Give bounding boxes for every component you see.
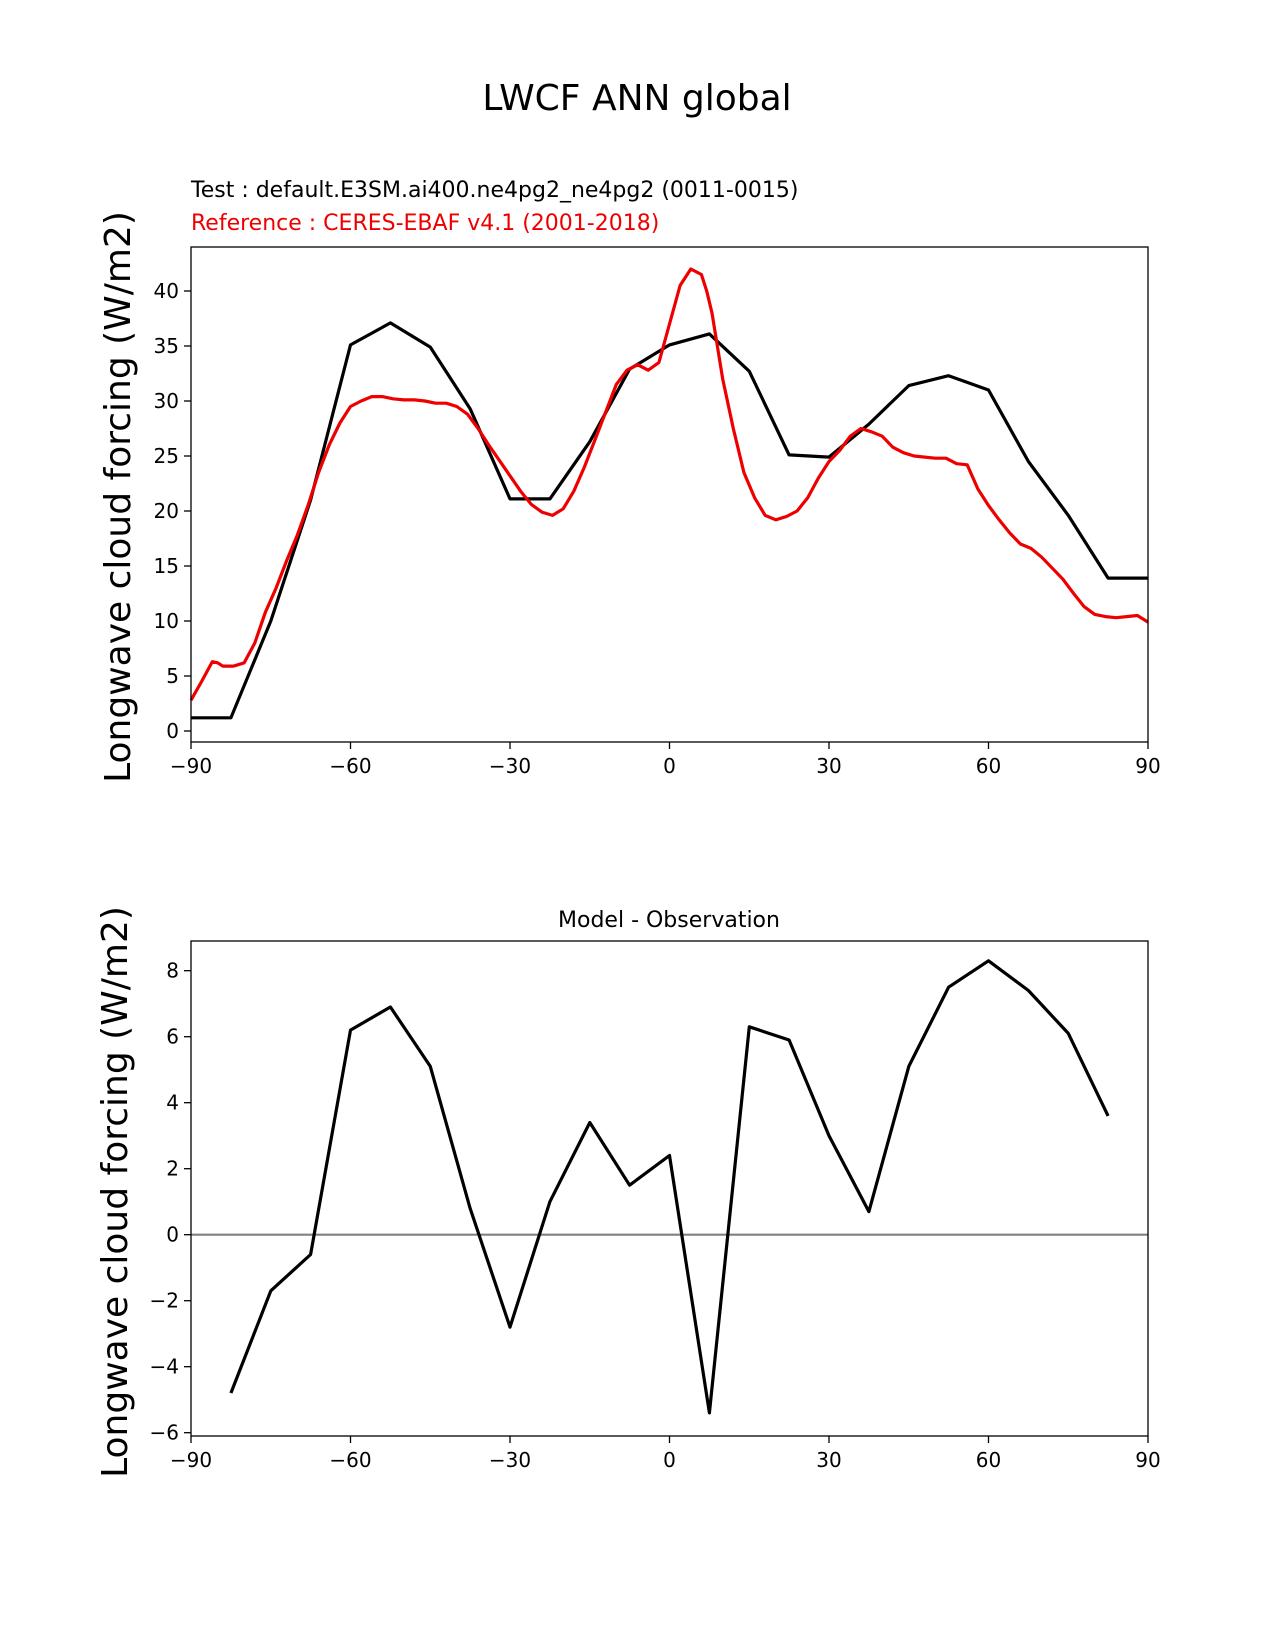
y-tick-label: 25 xyxy=(154,444,179,468)
x-tick-label: 0 xyxy=(663,1448,676,1472)
x-tick-label: 60 xyxy=(976,1448,1001,1472)
y-tick-label: 6 xyxy=(166,1025,179,1049)
bottom-ylabel: Longwave cloud forcing (W/m2) xyxy=(95,906,136,1478)
y-tick-label: 0 xyxy=(166,719,179,743)
x-tick-label: −60 xyxy=(329,754,371,778)
test-series-line xyxy=(191,321,1148,720)
y-tick-label: 8 xyxy=(166,959,179,983)
y-tick-label: 40 xyxy=(154,279,179,303)
y-tick-label: 10 xyxy=(154,609,179,633)
bottom-panel: Model - Observation Longwave cloud forci… xyxy=(95,906,1161,1478)
top-panel: Test : default.E3SM.ai400.ne4pg2_ne4pg2 … xyxy=(98,178,1161,783)
x-tick-label: −60 xyxy=(329,1448,371,1472)
y-tick-label: 5 xyxy=(166,664,179,688)
y-tick-label: 20 xyxy=(154,499,179,523)
x-tick-label: −90 xyxy=(170,1448,212,1472)
reference-label: Reference : CERES-EBAF v4.1 (2001-2018) xyxy=(191,211,659,236)
y-tick-label: 30 xyxy=(154,389,179,413)
difference-series-line xyxy=(229,959,1110,1415)
y-tick-label: −2 xyxy=(150,1289,179,1313)
x-tick-label: −90 xyxy=(170,754,212,778)
x-tick-label: 90 xyxy=(1135,1448,1160,1472)
figure-title: LWCF ANN global xyxy=(482,78,791,119)
bottom-title: Model - Observation xyxy=(558,908,780,933)
bottom-plot-area: −90 −60 −30 0 30 60 90 −6 −4 −2 0 2 4 6 8 xyxy=(150,940,1161,1472)
top-plot-area: −90 −60 −30 0 30 60 90 0 5 10 15 20 25 30 35 40 xyxy=(154,246,1161,778)
top-ylabel: Longwave cloud forcing (W/m2) xyxy=(98,211,139,783)
reference-series-line xyxy=(189,267,1149,701)
y-tick-label: 0 xyxy=(166,1223,179,1247)
x-tick-label: 0 xyxy=(663,754,676,778)
y-tick-label: −6 xyxy=(150,1421,179,1445)
y-tick-label: 35 xyxy=(154,334,179,358)
y-tick-label: −4 xyxy=(150,1355,179,1379)
x-tick-label: −30 xyxy=(489,754,531,778)
x-tick-label: −30 xyxy=(489,1448,531,1472)
x-tick-label: 90 xyxy=(1135,754,1160,778)
y-tick-label: 4 xyxy=(166,1091,179,1115)
x-tick-label: 60 xyxy=(976,754,1001,778)
test-label: Test : default.E3SM.ai400.ne4pg2_ne4pg2 … xyxy=(190,178,798,203)
y-tick-label: 2 xyxy=(166,1157,179,1181)
x-tick-label: 30 xyxy=(816,1448,841,1472)
plot-frame xyxy=(190,940,1149,1437)
y-tick-label: 15 xyxy=(154,554,179,578)
x-tick-label: 30 xyxy=(816,754,841,778)
